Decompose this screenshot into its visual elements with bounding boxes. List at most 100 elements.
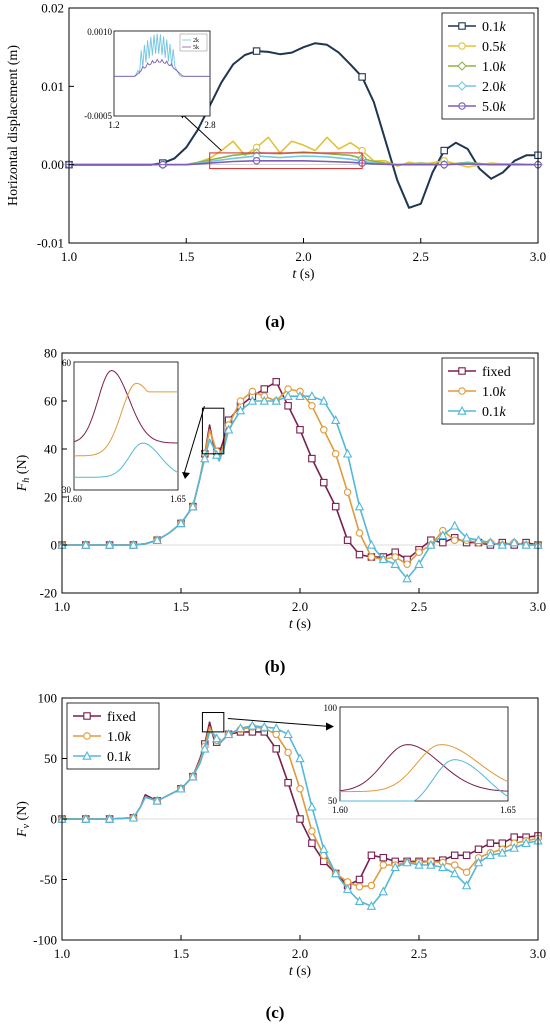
inset-x-tick-label: 1.60: [332, 805, 348, 815]
x-tick-label: 2.5: [411, 599, 427, 614]
data-point: [81, 813, 91, 823]
legend-label-k: k: [500, 40, 507, 55]
zoom-region-box: [201, 712, 225, 733]
data-point: [403, 560, 411, 568]
inset-x-tick-label: 1.65: [500, 805, 516, 815]
y-tick-label: -0.01: [37, 236, 64, 251]
data-point: [152, 535, 162, 544]
data-point: [200, 453, 210, 463]
data-point: [378, 886, 389, 896]
data-point: [331, 502, 340, 511]
legend-label: 0.1k: [482, 405, 507, 420]
data-point: [271, 723, 281, 733]
data-point: [509, 537, 519, 547]
caption-c: (c): [266, 1003, 285, 1022]
x-tick-label: 2.0: [292, 946, 308, 961]
x-tick-label: 1.5: [173, 599, 189, 614]
x-tick-label: 3.0: [530, 599, 546, 614]
x-axis-label: t (s): [292, 267, 315, 282]
data-point: [461, 880, 472, 890]
data-point: [308, 454, 316, 463]
data-point: [414, 559, 424, 568]
data-point: [426, 539, 436, 549]
data-point: [355, 529, 364, 537]
legend-marker: [457, 81, 467, 91]
legend-label-k: k: [500, 100, 507, 115]
inset-plot: 60 301.60 1.65: [62, 358, 186, 504]
data-point: [426, 859, 436, 869]
data-point: [354, 896, 365, 906]
y-tick-label: 0: [51, 812, 58, 827]
data-point: [485, 537, 496, 547]
inset-y-tick-label: 0.0010: [87, 27, 112, 37]
data-point: [211, 733, 222, 743]
y-tick-label: 100: [38, 691, 58, 706]
zoom-region-box: [209, 152, 363, 170]
y-axis-label-var: F: [15, 828, 30, 838]
data-point: [248, 387, 257, 396]
y-tick-label: -100: [33, 933, 57, 948]
panel-c: 1.0 1.5 2.0 2.5 3.0 -100 -50 0 50 100 t (s) Fv (N) f…: [15, 691, 546, 980]
data-point: [295, 753, 305, 763]
x-axis-label-var: t: [289, 617, 294, 632]
data-point: [200, 743, 210, 753]
data-point: [331, 450, 340, 458]
data-point: [473, 535, 484, 544]
zoom-arrow: [183, 406, 205, 475]
data-point: [355, 550, 364, 559]
legend-label: 1.0k: [482, 60, 507, 75]
data-point: [367, 881, 376, 890]
legend-label: 1.0k: [107, 730, 132, 745]
legend-marker: [457, 405, 467, 415]
data-point: [176, 518, 186, 528]
inset-y-tick-label: 60: [62, 358, 72, 368]
data-point: [235, 723, 246, 733]
x-tick-label: 2.5: [411, 946, 427, 961]
legend-label: 0.5k: [482, 40, 507, 55]
data-point: [390, 559, 400, 568]
data-point: [260, 385, 269, 393]
legend-label-k: k: [125, 750, 132, 765]
legend-label: fixed: [107, 710, 136, 725]
data-point: [259, 721, 270, 731]
data-point: [284, 778, 292, 787]
caption-b: (b): [265, 657, 286, 676]
legend-label: fixed: [482, 365, 511, 380]
inset-x-tick-label: 1.60: [66, 494, 82, 504]
data-point: [176, 783, 186, 793]
inset-y-tick-label: -0.0005: [84, 111, 112, 121]
data-point: [104, 813, 115, 823]
y-axis-label-sub: h: [21, 478, 32, 483]
series-5-0k: [65, 157, 542, 169]
data-point: [461, 532, 472, 542]
data-point: [272, 730, 280, 739]
series-0-1k: [57, 391, 543, 583]
y-tick-label: -20: [40, 586, 57, 601]
y-axis-label: Fh (N): [15, 454, 32, 492]
data-point: [521, 539, 531, 549]
data-point: [223, 729, 234, 739]
x-tick-label: 1.0: [61, 249, 77, 264]
y-axis-label: Horizontal displacement (m): [6, 45, 21, 206]
x-tick-label: 1.0: [54, 599, 70, 614]
series-line: [69, 160, 538, 166]
data-point: [521, 838, 531, 847]
data-point: [449, 868, 460, 878]
legend-marker: [83, 712, 91, 720]
data-point: [358, 73, 366, 81]
data-point: [462, 868, 471, 876]
data-point: [343, 488, 352, 496]
data-point: [474, 845, 483, 853]
inset-series-fixed: [73, 369, 178, 444]
inset-x-tick-label: 1.2: [108, 120, 119, 130]
data-point: [284, 402, 292, 410]
inset-x-tick-label: 2.8: [204, 120, 216, 130]
x-tick-label: 3.0: [530, 946, 546, 961]
data-point: [296, 784, 304, 793]
data-point: [235, 405, 246, 415]
x-axis-label-unit: (s): [296, 267, 315, 282]
legend-label-num: 1.0: [482, 60, 500, 75]
legend-label: 2.0k: [482, 80, 507, 95]
data-point: [450, 861, 459, 869]
